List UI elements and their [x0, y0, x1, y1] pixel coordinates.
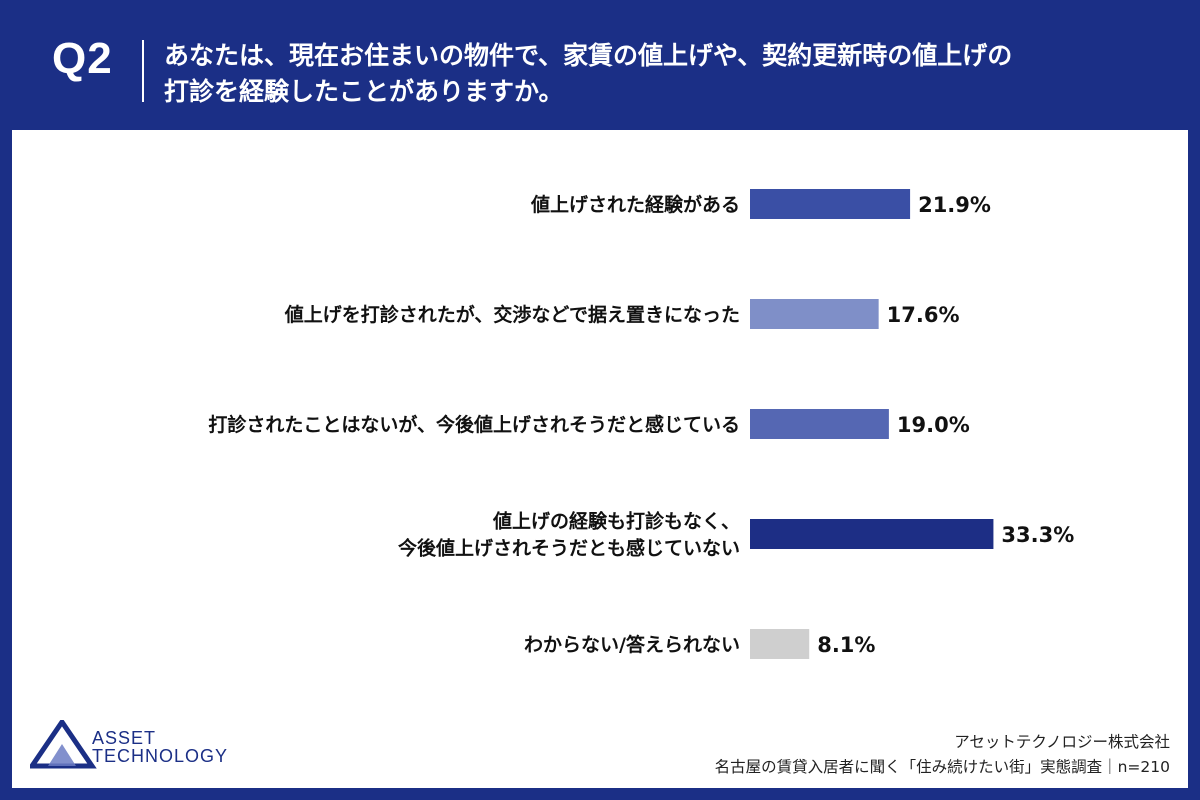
logo-line-1: ASSET	[92, 728, 156, 748]
question-line-2: 打診を経験したことがありますか。	[164, 77, 564, 106]
header-divider	[142, 40, 144, 102]
bar-1	[750, 299, 879, 329]
footer-credits: アセットテクノロジー株式会社 名古屋の賃貸入居者に聞く「住み続けたい街」実態調査…	[715, 730, 1170, 780]
value-label-2: 19.0%	[897, 413, 970, 437]
category-label-4: わからない/答えられない	[524, 633, 740, 656]
question-line-1: あなたは、現在お住まいの物件で、家賃の値上げや、契約更新時の値上げの	[164, 41, 1013, 70]
question-text: あなたは、現在お住まいの物件で、家賃の値上げや、契約更新時の値上げの 打診を経験…	[164, 38, 1164, 110]
value-label-0: 21.9%	[918, 193, 991, 217]
asset-technology-logo: ASSET TECHNOLOGY	[30, 720, 228, 769]
value-label-4: 8.1%	[817, 633, 875, 657]
bar-4	[750, 629, 810, 659]
bar-2	[750, 409, 889, 439]
category-label-3-line-1: 今後値上げされそうだとも感じていない	[397, 537, 740, 560]
category-label-0: 値上げされた経験がある	[530, 193, 740, 216]
chart-panel: 21.9% 値上げされた経験がある 17.6% 値上げを打診されたが、交渉などで据え置…	[12, 130, 1188, 788]
question-number: Q2	[52, 34, 113, 83]
logo-line-2: TECHNOLOGY	[92, 746, 228, 766]
footer-survey: 名古屋の賃貸入居者に聞く「住み続けたい街」実態調査｜n=210	[714, 758, 1170, 776]
value-label-3: 33.3%	[1001, 523, 1074, 547]
bar-3	[750, 519, 994, 549]
footer-company: アセットテクノロジー株式会社	[954, 733, 1170, 751]
bar-0	[750, 189, 911, 219]
header: Q2 あなたは、現在お住まいの物件で、家賃の値上げや、契約更新時の値上げの 打診…	[0, 0, 1200, 130]
category-label-3-line-0: 値上げの経験も打診もなく、	[492, 510, 740, 533]
category-label-1: 値上げを打診されたが、交渉などで据え置きになった	[284, 303, 740, 326]
value-label-1: 17.6%	[887, 303, 960, 327]
category-label-2: 打診されたことはないが、今後値上げされそうだと感じている	[208, 413, 740, 436]
bar-chart: 21.9% 値上げされた経験がある 17.6% 値上げを打診されたが、交渉などで据え置…	[208, 189, 1074, 659]
